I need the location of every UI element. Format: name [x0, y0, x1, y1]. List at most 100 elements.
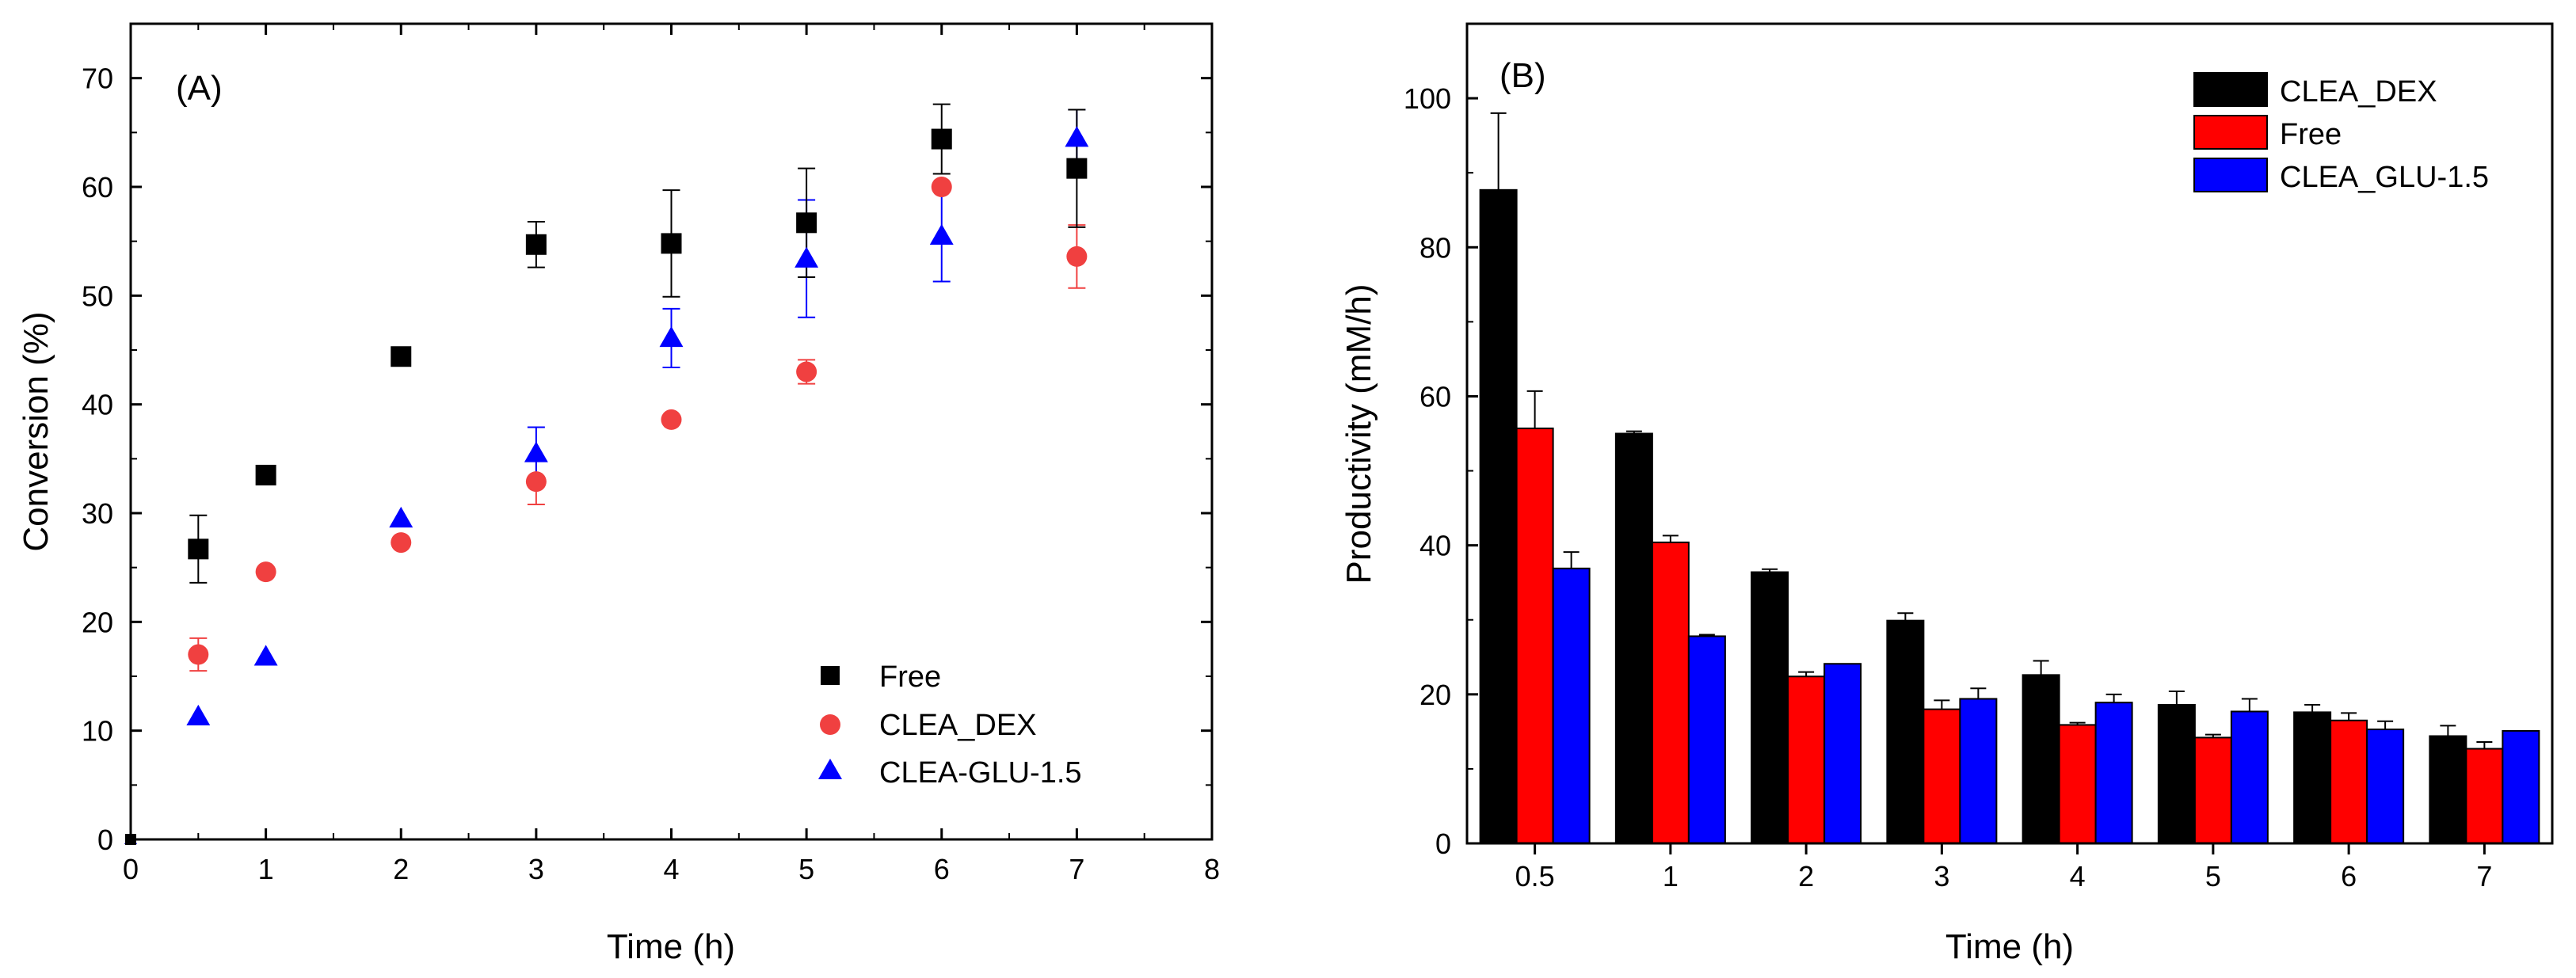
bar-clea-dex: [2157, 703, 2196, 844]
bar-clea-dex: [1751, 571, 1789, 844]
bar-clea-dex: [1479, 188, 1518, 844]
legend-label-b-free: Free: [2280, 118, 2342, 151]
legend-label-clea-dex: CLEA_DEX: [879, 709, 1037, 742]
panel-a-x-axis-title: Time (h): [607, 927, 735, 966]
x-tick-label: 6: [2341, 860, 2357, 892]
bar-clea-dex: [2429, 735, 2467, 844]
y-tick-label: 70: [82, 63, 113, 95]
data-point-free: [391, 346, 412, 367]
bar-clea-dex: [1886, 619, 1925, 844]
x-tick-label: 4: [2070, 860, 2086, 892]
panel-b-y-axis-title: Productivity (mM/h): [1339, 284, 1378, 584]
bar-free: [1787, 675, 1826, 845]
panel-b-legend: CLEA_DEX Free CLEA_GLU-1.5: [2193, 72, 2489, 194]
data-point-free: [188, 538, 209, 560]
panel-b-ticks: 0 20 40 60 80 100 0.5 1 2 3 4 5 6 7: [1404, 82, 2492, 892]
panel-a-conversion-chart: 0 1 2 3 4 5 6 7 8 0 10 20 30 40 50 60 70 (A) Time (h) Co…: [17, 22, 1220, 966]
x-tick-label: 1: [1663, 860, 1679, 892]
bar-free: [2465, 748, 2504, 844]
bar-clea-glu-1-5: [2502, 729, 2540, 844]
legend-swatch-clea-glu: [2193, 158, 2268, 192]
data-point-clea-glu-1-5: [186, 704, 211, 726]
legend-marker-clea-dex: [820, 714, 840, 735]
panel-b-productivity-chart: 0 20 40 60 80 100 0.5 1 2 3 4 5 6 7 (B) Time (h) Prod…: [1339, 22, 2554, 966]
data-point-clea-dex: [1066, 245, 1088, 267]
bar-free: [1651, 541, 1690, 844]
legend-marker-free: [821, 666, 840, 685]
bar-clea-dex: [2293, 711, 2332, 845]
data-point-clea-dex: [931, 177, 952, 197]
data-point-clea-glu-1-5: [253, 645, 278, 666]
y-tick-label: 50: [82, 280, 113, 312]
y-tick-label: 80: [1419, 231, 1451, 264]
bar-free: [2193, 736, 2232, 845]
legend-label-free: Free: [879, 660, 941, 694]
data-point-free: [931, 128, 952, 150]
x-tick-label: 2: [393, 853, 409, 885]
x-tick-label: 4: [663, 853, 679, 885]
legend-marker-clea-glu: [818, 759, 842, 779]
x-tick-label: 5: [798, 853, 814, 885]
data-point-clea-dex: [525, 471, 547, 493]
y-tick-label: 100: [1404, 82, 1451, 115]
bar-clea-glu-1-5: [1552, 567, 1591, 845]
x-tick-label: 6: [934, 853, 950, 885]
y-tick-label: 0: [1435, 828, 1451, 860]
data-point-free: [661, 233, 682, 254]
panel-a-plot-frame: [129, 22, 1214, 841]
y-tick-label: 60: [82, 171, 113, 204]
bar-clea-glu-1-5: [2094, 702, 2133, 844]
panel-a-y-axis-title: Conversion (%): [17, 311, 55, 551]
bar-free: [2330, 719, 2368, 844]
x-tick-label: 0: [123, 853, 139, 885]
data-point-clea-glu-1-5: [795, 246, 819, 268]
y-tick-label: 30: [82, 497, 113, 530]
x-tick-label: 0.5: [1515, 860, 1555, 892]
x-tick-label: 7: [2476, 860, 2492, 892]
panel-b-x-axis-title: Time (h): [1945, 927, 2074, 966]
y-tick-label: 40: [1419, 530, 1451, 562]
data-point-free: [1066, 158, 1088, 179]
x-tick-label: 3: [1934, 860, 1949, 892]
panel-a-ticks: 0 1 2 3 4 5 6 7 8 0 10 20 30 40 50 60 70: [82, 24, 1220, 885]
bar-clea-glu-1-5: [1959, 698, 1998, 844]
legend-label-clea-glu: CLEA-GLU-1.5: [879, 756, 1082, 790]
x-tick-label: 7: [1069, 853, 1084, 885]
panel-b-label: (B): [1499, 56, 1546, 95]
x-tick-label: 5: [2205, 860, 2221, 892]
legend-label-b-clea-dex: CLEA_DEX: [2280, 75, 2437, 108]
data-point-free: [525, 234, 547, 255]
bar-clea-glu-1-5: [1823, 663, 1862, 844]
bar-clea-glu-1-5: [2230, 710, 2269, 845]
bar-clea-glu-1-5: [1687, 635, 1726, 844]
legend-label-b-clea-glu: CLEA_GLU-1.5: [2280, 161, 2489, 194]
legend-swatch-free: [2193, 115, 2268, 150]
bar-free: [1922, 708, 1961, 844]
data-point-clea-dex: [391, 532, 412, 554]
panel-b-bars: [1479, 112, 2540, 845]
y-tick-label: 20: [1419, 679, 1451, 711]
y-tick-label: 10: [82, 715, 113, 748]
data-point-clea-dex: [255, 561, 276, 583]
y-tick-label: 40: [82, 389, 113, 421]
x-tick-label: 3: [528, 853, 544, 885]
data-point-clea-dex: [796, 361, 817, 382]
data-point-clea-glu-1-5: [524, 441, 548, 462]
bar-free: [2058, 724, 2097, 844]
x-tick-label: 2: [1798, 860, 1814, 892]
legend-swatch-clea-dex: [2193, 72, 2268, 107]
y-tick-label: 0: [97, 824, 113, 856]
data-point-clea-dex: [661, 409, 682, 430]
x-tick-label: 8: [1204, 853, 1220, 885]
data-point-clea-glu-1-5: [389, 506, 413, 528]
y-tick-label: 20: [82, 606, 113, 638]
data-point-clea-dex: [188, 644, 209, 665]
data-point-free: [255, 464, 276, 485]
data-point-clea-glu-1-5: [1065, 126, 1089, 147]
data-point-clea-glu-1-5: [659, 325, 684, 348]
data-point-free: [796, 212, 817, 234]
bar-clea-glu-1-5: [2366, 729, 2405, 844]
panel-b-plot-frame: [1465, 22, 2554, 845]
bar-clea-dex: [1614, 432, 1653, 844]
